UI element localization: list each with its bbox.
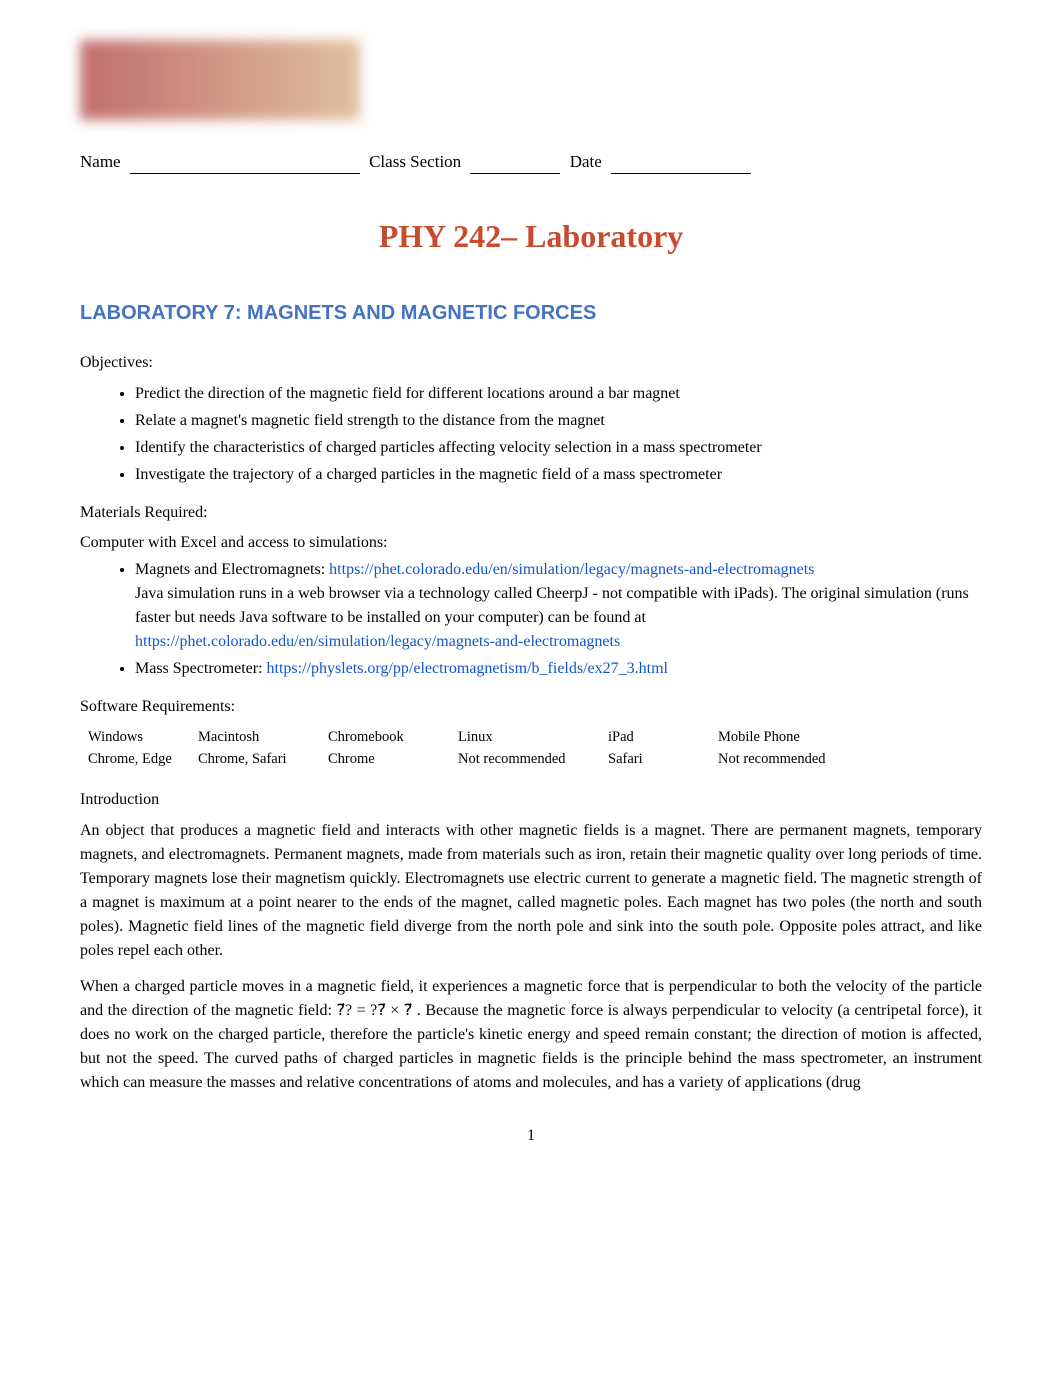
class-label: Class Section — [369, 152, 461, 171]
table-header-cell: Linux — [458, 726, 608, 748]
institution-logo — [80, 40, 360, 120]
phet-link-1[interactable]: https://phet.colorado.edu/en/simulation/… — [329, 561, 814, 578]
table-cell: Not recommended — [458, 748, 608, 770]
table-cell: Not recommended — [718, 748, 868, 770]
table-header-cell: Mobile Phone — [718, 726, 868, 748]
table-cell: Chrome, Safari — [198, 748, 328, 770]
materials-item1-text: Java simulation runs in a web browser vi… — [135, 582, 982, 654]
page-title: PHY 242– Laboratory — [80, 214, 982, 259]
class-field-line — [470, 173, 560, 174]
materials-subheading: Computer with Excel and access to simula… — [80, 532, 982, 554]
materials-item1-prefix: Magnets and Electromagnets: — [135, 561, 329, 578]
list-item: Relate a magnet's magnetic field strengt… — [135, 409, 982, 433]
introduction-heading: Introduction — [80, 789, 982, 811]
list-item: Identify the characteristics of charged … — [135, 436, 982, 460]
objectives-heading: Objectives: — [80, 352, 982, 374]
table-header-cell: Chromebook — [328, 726, 458, 748]
table-header-cell: Windows — [88, 726, 198, 748]
list-item: Mass Spectrometer: https://physlets.org/… — [135, 657, 982, 681]
list-item: Investigate the trajectory of a charged … — [135, 463, 982, 487]
software-heading: Software Requirements: — [80, 696, 982, 718]
materials-heading: Materials Required: — [80, 502, 982, 524]
table-header-cell: iPad — [608, 726, 718, 748]
table-cell: Safari — [608, 748, 718, 770]
lab-subtitle: LABORATORY 7: MAGNETS AND MAGNETIC FORCE… — [80, 299, 982, 327]
list-item: Magnets and Electromagnets: https://phet… — [135, 558, 982, 654]
date-label: Date — [570, 152, 602, 171]
materials-list: Magnets and Electromagnets: https://phet… — [135, 558, 982, 681]
name-label: Name — [80, 152, 121, 171]
materials-item2-prefix: Mass Spectrometer: — [135, 660, 267, 677]
intro-paragraph-1: An object that produces a magnetic field… — [80, 819, 982, 963]
table-cell: Chrome — [328, 748, 458, 770]
page-number: 1 — [80, 1125, 982, 1147]
software-table: Windows Macintosh Chromebook Linux iPad … — [88, 726, 982, 771]
form-header: Name Class Section Date — [80, 150, 982, 174]
table-cell: Chrome, Edge — [88, 748, 198, 770]
name-field-line — [130, 173, 360, 174]
intro-paragraph-2: When a charged particle moves in a magne… — [80, 975, 982, 1095]
physlets-link[interactable]: https://physlets.org/pp/electromagnetism… — [267, 660, 668, 677]
list-item: Predict the direction of the magnetic fi… — [135, 382, 982, 406]
table-header-cell: Macintosh — [198, 726, 328, 748]
objectives-list: Predict the direction of the magnetic fi… — [135, 382, 982, 487]
date-field-line — [611, 173, 751, 174]
phet-link-2[interactable]: https://phet.colorado.edu/en/simulation/… — [135, 633, 620, 650]
formula-text: ?⃗? = ??⃗ × ?⃗ — [336, 1002, 412, 1019]
